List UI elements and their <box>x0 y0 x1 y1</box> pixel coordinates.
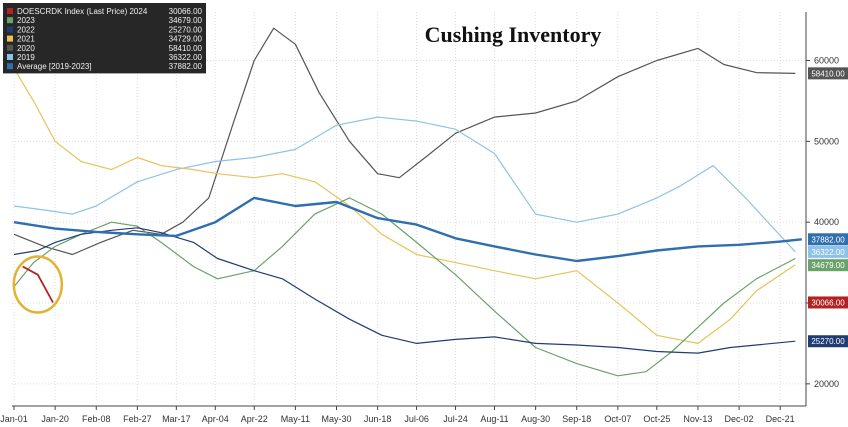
x-tick-label-13: Aug-30 <box>521 414 550 424</box>
x-tick-label-1: Jan-20 <box>41 414 69 424</box>
series-line-2 <box>13 227 796 354</box>
last-value-tag-0: 30066.00 <box>808 296 848 309</box>
legend-label-4: 2020 <box>17 44 35 53</box>
legend-swatch-2 <box>7 26 13 33</box>
legend-swatch-4 <box>7 44 13 51</box>
x-tick-label-17: Nov-13 <box>683 414 712 424</box>
last-value-tag-label-4: 58410.00 <box>811 69 845 78</box>
last-value-tag-4: 58410.00 <box>808 67 848 80</box>
legend-value-3: 34729.00 <box>169 35 203 44</box>
legend-label-1: 2023 <box>17 16 35 25</box>
last-value-tag-bg-5 <box>808 245 848 258</box>
chart-title: Cushing Inventory <box>425 22 602 47</box>
legend-value-2: 25270.00 <box>169 25 203 34</box>
x-tick-label-15: Oct-07 <box>604 414 631 424</box>
x-tick-label-14: Sep-18 <box>562 414 591 424</box>
last-value-tags: 58410.00 37882.00 36322.00 34679.00 30066.00… <box>808 67 848 348</box>
last-value-tag-label-0: 30066.00 <box>811 298 845 307</box>
last-value-tag-bg-1 <box>808 259 848 272</box>
legend-label-0: DOESCRDK Index (Last Price) 2024 <box>17 7 148 16</box>
x-tick-label-16: Oct-25 <box>643 414 670 424</box>
last-value-tag-1: 34679.00 <box>808 259 848 272</box>
legend-box <box>3 3 206 74</box>
last-value-tag-label-6: 37882.00 <box>811 235 845 244</box>
last-value-tag-2: 25270.00 <box>808 335 848 348</box>
x-tick-label-12: Aug-11 <box>480 414 508 424</box>
legend-value-1: 34679.00 <box>169 16 203 25</box>
x-tick-label-18: Dec-02 <box>725 414 754 424</box>
x-tick-label-5: Apr-04 <box>202 414 229 424</box>
y-tick-label-2: 40000 <box>814 217 839 227</box>
x-tick-label-0: Jan-01 <box>0 414 28 424</box>
series-line-6 <box>13 196 802 263</box>
y-tick-label-0: 20000 <box>814 379 839 389</box>
last-value-tag-5: 36322.00 <box>808 245 848 258</box>
x-tick-label-11: Jul-24 <box>443 414 468 424</box>
x-tick-label-8: May-30 <box>321 414 351 424</box>
last-value-tag-label-2: 25270.00 <box>811 337 845 346</box>
legend-swatch-1 <box>7 17 13 24</box>
legend-label-3: 2021 <box>17 35 35 44</box>
plot-area <box>13 27 802 377</box>
legend-value-0: 30066.00 <box>169 7 203 16</box>
series-line-1 <box>13 197 796 377</box>
series-line-0 <box>22 265 54 303</box>
x-tick-label-2: Feb-08 <box>82 414 111 424</box>
legend-swatch-5 <box>7 54 13 60</box>
highlight-circle <box>12 255 64 314</box>
x-tick-label-7: May-11 <box>281 414 310 424</box>
x-tick-label-6: Apr-22 <box>241 414 268 424</box>
x-axis: Jan-01 Jan-20 Feb-08 Feb-27 Mar-17 Apr-04 Apr-… <box>0 405 806 424</box>
x-tick-label-3: Feb-27 <box>123 414 152 424</box>
x-tick-label-10: Jul-06 <box>404 414 429 424</box>
last-value-tag-bg-6 <box>808 233 848 246</box>
y-tick-label-3: 50000 <box>814 136 839 146</box>
legend-value-4: 58410.00 <box>169 44 203 53</box>
series-line-5 <box>13 116 796 253</box>
highlight-circle-annotation <box>12 255 64 314</box>
y-tick-label-4: 60000 <box>814 56 839 66</box>
legend-label-6: Average [2019-2023] <box>17 62 92 71</box>
legend-label-2: 2022 <box>17 25 35 34</box>
x-tick-label-9: Jun-18 <box>364 414 392 424</box>
legend-swatch-0 <box>7 8 13 14</box>
last-value-tag-6: 37882.00 <box>808 233 848 246</box>
series-line-4 <box>13 27 796 256</box>
legend-swatch-3 <box>7 35 13 42</box>
legend-value-6: 37882.00 <box>169 62 203 71</box>
legend: DOESCRDK Index (Last Price) 2024 30066.00… <box>3 3 206 74</box>
legend-swatch-6 <box>7 63 13 70</box>
last-value-tag-bg-4 <box>808 67 848 80</box>
last-value-tag-label-1: 34679.00 <box>811 261 845 270</box>
legend-label-5: 2019 <box>17 53 35 62</box>
last-value-tag-bg-2 <box>808 335 848 348</box>
last-value-tag-bg-0 <box>808 296 848 309</box>
x-tick-label-19: Dec-21 <box>766 414 795 424</box>
x-tick-label-4: Mar-17 <box>162 414 191 424</box>
last-value-tag-label-5: 36322.00 <box>811 248 845 257</box>
legend-value-5: 36322.00 <box>169 53 203 62</box>
